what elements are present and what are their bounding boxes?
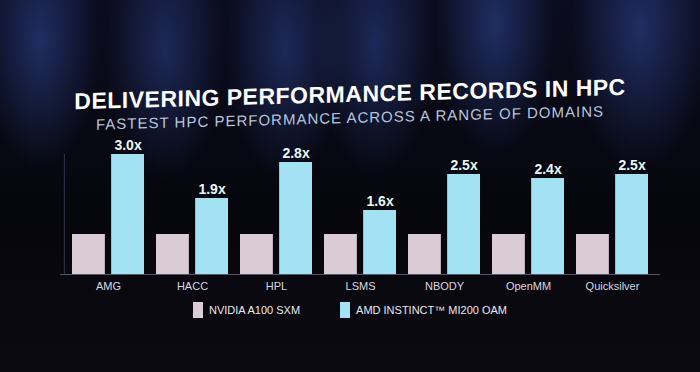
svg-text:NBODY: NBODY bbox=[425, 280, 465, 292]
html-text:NVIDIA A100 SXM: NVIDIA A100 SXM bbox=[209, 304, 301, 316]
svg-text:AMG: AMG bbox=[96, 280, 121, 292]
svg-text:HACC: HACC bbox=[177, 280, 208, 292]
svg-text:2.5x: 2.5x bbox=[450, 157, 477, 173]
svg-text:3.0x: 3.0x bbox=[114, 137, 141, 153]
svg-text:2.4x: 2.4x bbox=[534, 161, 561, 177]
html-text:DELIVERING PERFORMANCE RECORDS: DELIVERING PERFORMANCE RECORDS IN HPC bbox=[74, 73, 626, 115]
svg-text:2.5x: 2.5x bbox=[618, 157, 645, 173]
svg-text:HPL: HPL bbox=[266, 280, 287, 292]
svg-text:LSMS: LSMS bbox=[346, 280, 376, 292]
html-text:FASTEST HPC PERFORMANCE ACROSS: FASTEST HPC PERFORMANCE ACROSS A RANGE O… bbox=[96, 102, 604, 133]
html-text:AMD INSTINCT™ MI200 OAM: AMD INSTINCT™ MI200 OAM bbox=[356, 304, 507, 316]
svg-text:Quicksilver: Quicksilver bbox=[586, 280, 640, 292]
svg-text:2.8x: 2.8x bbox=[282, 145, 309, 161]
svg-text:1.6x: 1.6x bbox=[366, 193, 393, 209]
svg-text:OpenMM: OpenMM bbox=[506, 280, 551, 292]
svg-text:1.9x: 1.9x bbox=[198, 181, 225, 197]
